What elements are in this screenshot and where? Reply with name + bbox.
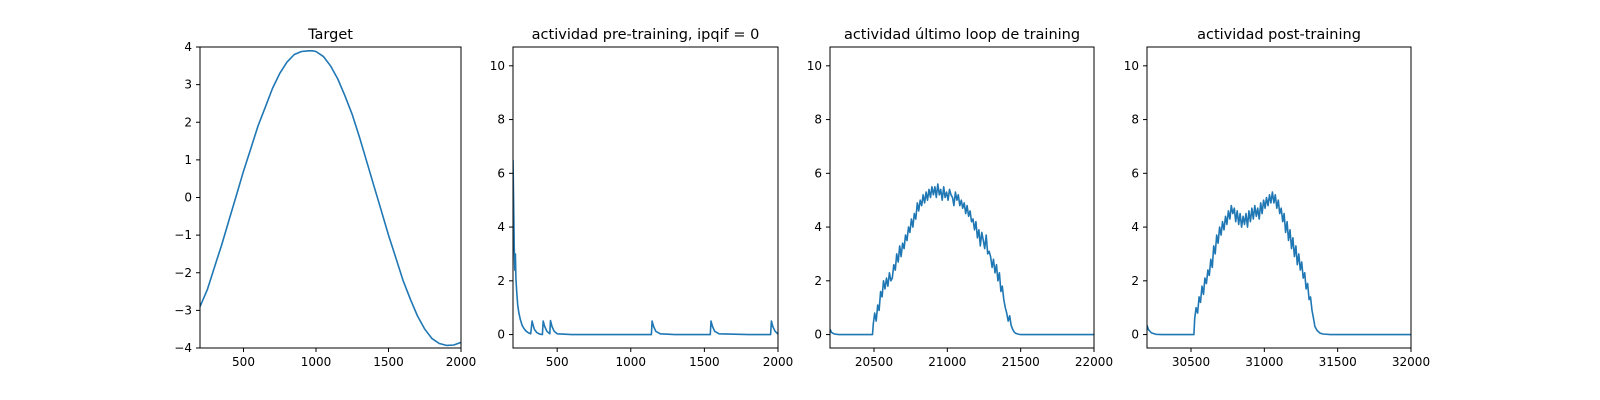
y-tick-label: 2: [814, 274, 822, 288]
x-tick-label: 1000: [301, 355, 332, 369]
chart-title: actividad post-training: [1197, 27, 1361, 43]
y-tick-label: 8: [1131, 113, 1139, 127]
x-tick-label: 21000: [928, 355, 966, 369]
y-tick-label: 10: [490, 59, 505, 73]
chart-panel-post-training: 30500 31000 31500 32000 0 2 4 6 8 10 actividad pos…: [1124, 27, 1430, 369]
x-tick-label: 32000: [1392, 355, 1430, 369]
x-tick-label: 2000: [763, 355, 794, 369]
y-tick-label: −2: [174, 266, 192, 280]
x-tick-label: 1500: [689, 355, 720, 369]
y-tick-label: 2: [184, 115, 192, 129]
axes-frame: [512, 46, 779, 349]
x-tick-label: 500: [232, 355, 255, 369]
y-tick-label: 3: [184, 78, 192, 92]
y-tick-label: −4: [174, 341, 192, 355]
series-line-0: [1147, 191, 1411, 336]
y-tick-label: 8: [814, 113, 822, 127]
chart-title: Target: [307, 27, 353, 43]
axes-frame: [1146, 46, 1412, 349]
x-tick-label: 21500: [1002, 355, 1040, 369]
y-tick-label: 10: [1124, 59, 1139, 73]
y-tick-label: 10: [807, 59, 822, 73]
chart-panel-pre-training: 500 1000 1500 2000 0 2 4 6 8 10 actividad pre-trai…: [490, 27, 794, 369]
chart-title: actividad último loop de training: [844, 27, 1080, 43]
y-tick-label: 0: [814, 328, 822, 342]
y-tick-label: 4: [184, 40, 192, 54]
axes-frame: [829, 46, 1095, 349]
x-tick-label: 1500: [373, 355, 404, 369]
series-line-0: [830, 183, 1094, 336]
y-tick-label: 6: [814, 166, 822, 180]
series-line-0: [513, 159, 778, 336]
y-tick-label: 0: [1131, 328, 1139, 342]
x-tick-label: 20500: [855, 355, 893, 369]
x-tick-label: 1000: [616, 355, 647, 369]
y-tick-label: 0: [497, 328, 505, 342]
x-tick-label: 2000: [446, 355, 477, 369]
y-tick-label: 4: [497, 220, 505, 234]
y-tick-label: 8: [497, 113, 505, 127]
y-tick-label: 6: [497, 166, 505, 180]
x-tick-label: 500: [546, 355, 569, 369]
y-tick-label: 2: [497, 274, 505, 288]
y-tick-label: −1: [174, 228, 192, 242]
y-tick-label: 2: [1131, 274, 1139, 288]
y-tick-label: 4: [1131, 220, 1139, 234]
x-tick-label: 30500: [1172, 355, 1210, 369]
series-line-0: [200, 49, 461, 347]
y-tick-label: 6: [1131, 166, 1139, 180]
y-tick-label: −3: [174, 303, 192, 317]
y-tick-label: 4: [814, 220, 822, 234]
axes-frame: [199, 46, 462, 349]
y-tick-label: 0: [184, 191, 192, 205]
chart-panel-last-training-loop: 20500 21000 21500 22000 0 2 4 6 8 10 actividad últ…: [807, 27, 1113, 369]
chart-panel-target: 500 1000 1500 2000 −4 −3 −2 −1 0 1 2 3 4 Target: [174, 27, 476, 369]
chart-title: actividad pre-training, ipqif = 0: [532, 27, 760, 43]
x-tick-label: 22000: [1075, 355, 1113, 369]
y-tick-label: 1: [184, 153, 192, 167]
x-tick-label: 31500: [1319, 355, 1357, 369]
x-tick-label: 31000: [1245, 355, 1283, 369]
